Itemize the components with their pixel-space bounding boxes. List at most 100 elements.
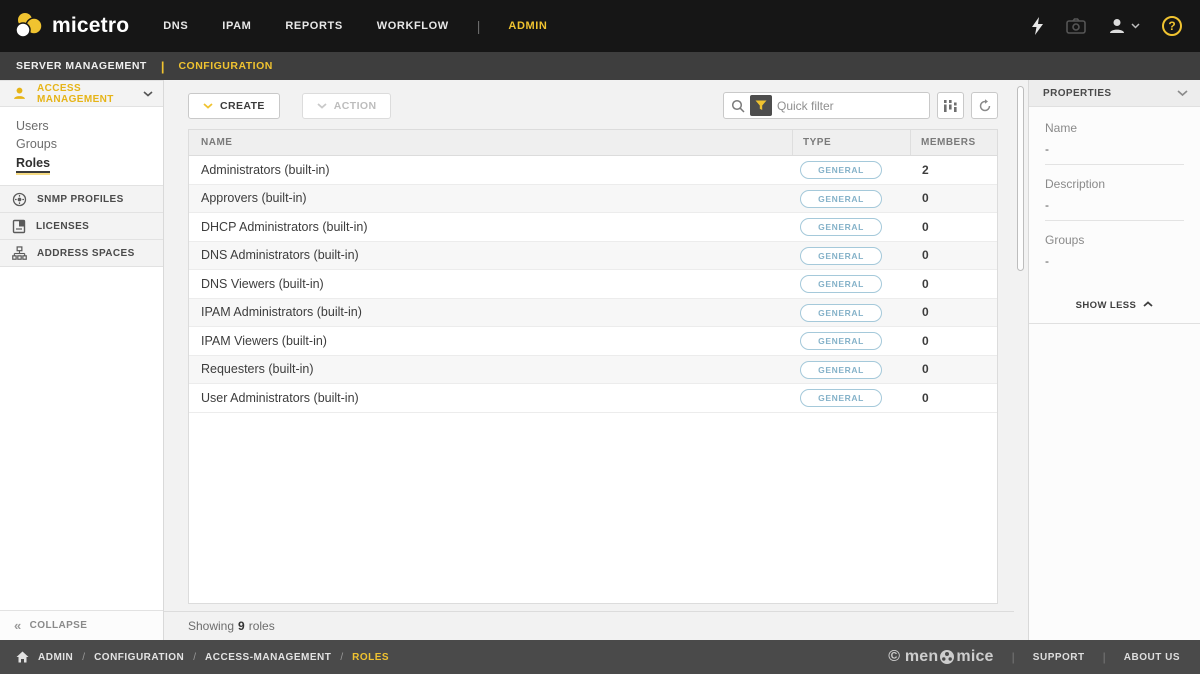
table-row[interactable]: IPAM Viewers (built-in) GENERAL 0 <box>189 327 997 356</box>
role-type-cell: GENERAL <box>792 274 910 294</box>
help-icon[interactable]: ? <box>1162 16 1182 36</box>
search-icon <box>731 99 745 113</box>
breadcrumb-separator: / <box>340 651 344 663</box>
sidebar-item-wrap: Roles <box>16 153 163 173</box>
sidebar-item-wrap: Groups <box>16 135 163 153</box>
table-row[interactable]: DHCP Administrators (built-in) GENERAL 0 <box>189 213 997 242</box>
footer-link-about-us[interactable]: ABOUT US <box>1123 651 1180 663</box>
role-type-cell: GENERAL <box>792 331 910 351</box>
snmp-profiles-icon <box>12 192 27 206</box>
table-row[interactable]: IPAM Administrators (built-in) GENERAL 0 <box>189 298 997 327</box>
sidebar-collapse-button[interactable]: « COLLAPSE <box>0 610 163 640</box>
table-row[interactable]: User Administrators (built-in) GENERAL 0 <box>189 384 997 413</box>
table-row[interactable]: Administrators (built-in) GENERAL 2 <box>189 156 997 185</box>
sidebar-section-address-spaces[interactable]: ADDRESS SPACES <box>0 240 163 267</box>
topnav-item-dns[interactable]: DNS <box>163 20 189 32</box>
breadcrumb-item-admin[interactable]: ADMIN <box>38 651 74 663</box>
role-name: Approvers (built-in) <box>201 191 307 206</box>
licenses-icon <box>12 219 26 233</box>
chevron-down-icon <box>203 102 213 109</box>
toolbar: CREATE ACTION <box>188 92 998 119</box>
sidebar-item-users[interactable]: Users <box>16 119 49 133</box>
role-type-cell: GENERAL <box>792 388 910 408</box>
table-row[interactable]: Requesters (built-in) GENERAL 0 <box>189 355 997 384</box>
main-content: CREATE ACTION <box>164 80 1014 640</box>
sidebar-item-groups[interactable]: Groups <box>16 137 57 151</box>
breadcrumb-item-configuration[interactable]: CONFIGURATION <box>94 651 185 663</box>
micetro-logo[interactable]: micetro <box>14 11 129 41</box>
chevron-down-icon <box>1177 89 1188 96</box>
sidebar-section-snmp-profiles[interactable]: SNMP PROFILES <box>0 186 163 213</box>
refresh-button[interactable] <box>971 92 998 119</box>
sidebar: ACCESS MANAGEMENT Users Groups Roles SNMP … <box>0 80 164 640</box>
properties-header[interactable]: PROPERTIES <box>1029 80 1200 107</box>
menandmice-logo[interactable]: © men mice <box>888 648 993 666</box>
show-less-button[interactable]: SHOW LESS <box>1029 286 1200 323</box>
action-button[interactable]: ACTION <box>301 92 392 119</box>
properties-title: PROPERTIES <box>1043 87 1112 99</box>
create-button[interactable]: CREATE <box>188 92 280 119</box>
column-header-members[interactable]: MEMBERS <box>910 130 997 155</box>
sidebar-access-items: Users Groups Roles <box>0 107 163 186</box>
quick-filter-input[interactable] <box>777 98 925 113</box>
type-badge: GENERAL <box>800 246 882 265</box>
members-count: 0 <box>922 248 929 263</box>
quick-filter-box <box>723 92 930 119</box>
members-count: 0 <box>922 219 929 234</box>
type-badge: GENERAL <box>800 360 882 379</box>
table-header: NAME TYPE MEMBERS <box>189 130 997 156</box>
user-menu[interactable] <box>1108 17 1140 35</box>
members-count: 0 <box>922 333 929 348</box>
members-count: 0 <box>922 276 929 291</box>
scrollbar-thumb[interactable] <box>1017 86 1024 271</box>
footer-link-support[interactable]: SUPPORT <box>1032 651 1085 663</box>
topnav-item-workflow[interactable]: WORKFLOW <box>376 20 449 32</box>
property-label: Name <box>1045 121 1078 135</box>
user-icon <box>1110 19 1124 33</box>
role-name: DNS Viewers (built-in) <box>201 276 324 291</box>
camera-icon[interactable] <box>1066 18 1086 34</box>
columns-button[interactable] <box>937 92 964 119</box>
funnel-icon <box>755 100 767 110</box>
property-value: - <box>1045 142 1049 156</box>
sidebar-item-roles[interactable]: Roles <box>16 153 51 173</box>
topnav-item-ipam[interactable]: IPAM <box>222 20 252 32</box>
main-nav: DNS IPAM REPORTS WORKFLOW | ADMIN <box>163 18 547 34</box>
filter-button[interactable] <box>750 95 772 116</box>
sidebar-section-licenses[interactable]: LICENSES <box>0 213 163 240</box>
role-name: Administrators (built-in) <box>201 162 330 177</box>
column-header-type[interactable]: TYPE <box>792 130 910 155</box>
type-badge: GENERAL <box>800 332 882 351</box>
home-icon[interactable] <box>16 651 29 663</box>
role-name: Requesters (built-in) <box>201 362 314 377</box>
table-row[interactable]: DNS Viewers (built-in) GENERAL 0 <box>189 270 997 299</box>
sidebar-section-access-management[interactable]: ACCESS MANAGEMENT <box>0 80 163 107</box>
members-count: 2 <box>922 162 929 177</box>
top-navbar: micetro DNS IPAM REPORTS WORKFLOW | ADMIN ? <box>0 0 1200 52</box>
subnav-item-server-management[interactable]: SERVER MANAGEMENT <box>16 60 147 72</box>
subnav-item-configuration[interactable]: CONFIGURATION <box>178 60 273 72</box>
type-badge: GENERAL <box>800 189 882 208</box>
sidebar-section-label: ACCESS MANAGEMENT <box>37 82 114 105</box>
bolt-icon[interactable] <box>1031 17 1044 35</box>
topnav-item-reports[interactable]: REPORTS <box>285 20 343 32</box>
properties-panel: PROPERTIES Name - Description - Groups - SHOW… <box>1028 80 1200 640</box>
status-count: 9 <box>238 618 245 633</box>
roles-table: NAME TYPE MEMBERS Administrators (built-… <box>188 129 998 604</box>
type-badge: GENERAL <box>800 389 882 408</box>
table-row[interactable]: Approvers (built-in) GENERAL 0 <box>189 184 997 213</box>
type-badge: GENERAL <box>800 275 882 294</box>
breadcrumb-item-access-management[interactable]: ACCESS-MANAGEMENT <box>205 651 332 663</box>
sidebar-item-wrap: Users <box>16 117 163 135</box>
breadcrumb-item-roles[interactable]: ROLES <box>352 651 390 663</box>
topnav-item-admin[interactable]: ADMIN <box>508 20 548 32</box>
table-row[interactable]: DNS Administrators (built-in) GENERAL 0 <box>189 241 997 270</box>
status-text: roles <box>248 618 275 633</box>
column-header-name[interactable]: NAME <box>201 137 233 148</box>
user-icon <box>14 87 25 99</box>
properties-fields: Name - Description - Groups - <box>1029 107 1200 286</box>
sidebar-section-label: LICENSES <box>36 220 90 232</box>
footer-separator: | <box>1011 650 1015 664</box>
roles-table-body: Administrators (built-in) GENERAL 2 Approve… <box>189 156 997 413</box>
sidebar-section-label: ADDRESS SPACES <box>37 247 135 259</box>
